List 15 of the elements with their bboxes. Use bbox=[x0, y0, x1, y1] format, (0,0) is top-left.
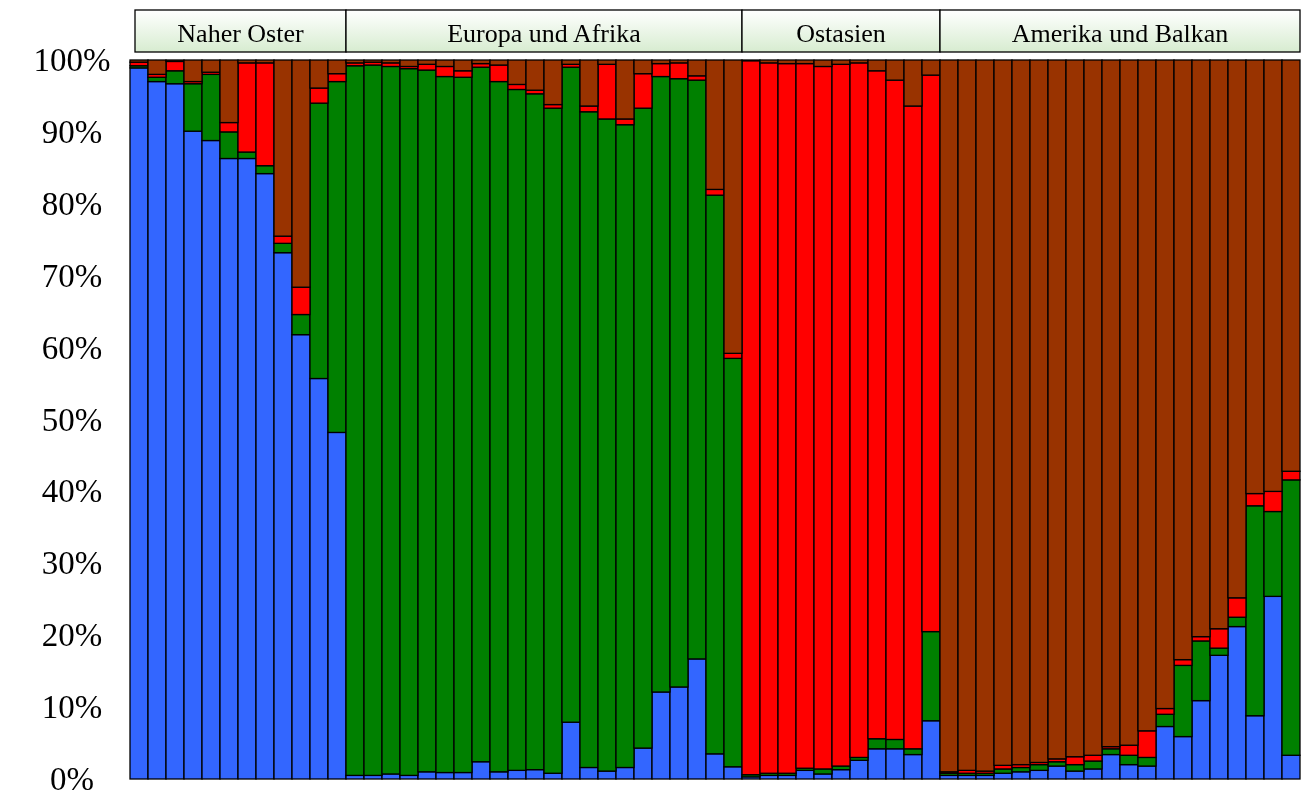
y-tick-label: 10% bbox=[41, 689, 103, 726]
y-tick-label: 50% bbox=[41, 401, 103, 438]
text: Naher Oster bbox=[177, 19, 304, 48]
text: Ostasien bbox=[796, 19, 886, 48]
y-tick-label: 80% bbox=[41, 185, 103, 222]
y-tick-label: 100% bbox=[33, 42, 111, 79]
text: Amerika und Balkan bbox=[1011, 19, 1229, 48]
text: Europa und Afrika bbox=[447, 19, 642, 48]
y-tick-label: 60% bbox=[41, 329, 103, 366]
y-tick-label: 90% bbox=[41, 113, 103, 150]
y-tick-label: 30% bbox=[41, 545, 103, 582]
y-tick-label: 40% bbox=[41, 473, 103, 510]
y-tick-label: 20% bbox=[41, 617, 103, 654]
y-tick-label: 70% bbox=[41, 257, 103, 294]
y-tick-label: 0% bbox=[50, 761, 94, 796]
